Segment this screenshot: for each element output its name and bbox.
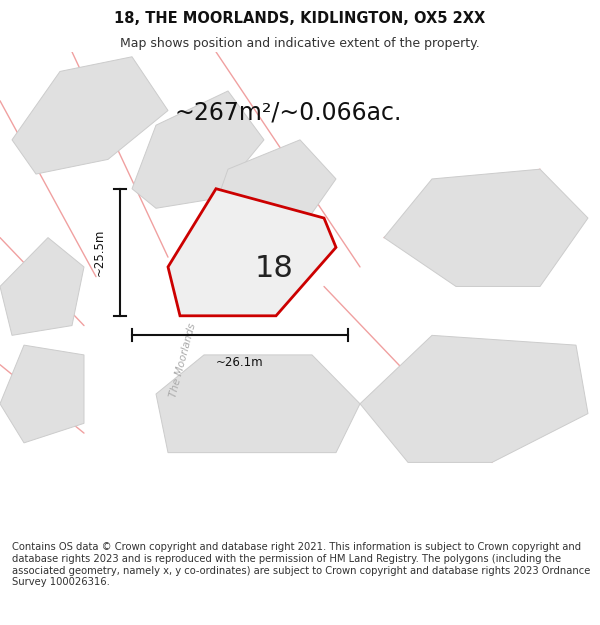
- Polygon shape: [0, 345, 84, 443]
- Polygon shape: [204, 140, 336, 248]
- Text: ~25.5m: ~25.5m: [92, 229, 106, 276]
- Polygon shape: [0, 238, 84, 336]
- Text: 18: 18: [254, 254, 293, 283]
- Polygon shape: [384, 169, 588, 286]
- Text: 18, THE MOORLANDS, KIDLINGTON, OX5 2XX: 18, THE MOORLANDS, KIDLINGTON, OX5 2XX: [115, 11, 485, 26]
- Polygon shape: [12, 57, 168, 174]
- Polygon shape: [168, 189, 336, 316]
- Polygon shape: [132, 91, 264, 208]
- Polygon shape: [156, 355, 360, 452]
- Text: ~267m²/~0.066ac.: ~267m²/~0.066ac.: [175, 101, 401, 125]
- Text: The Moorlands: The Moorlands: [168, 321, 198, 398]
- Polygon shape: [360, 336, 588, 462]
- Text: ~26.1m: ~26.1m: [216, 356, 264, 369]
- Text: Contains OS data © Crown copyright and database right 2021. This information is : Contains OS data © Crown copyright and d…: [12, 542, 590, 587]
- Text: Map shows position and indicative extent of the property.: Map shows position and indicative extent…: [120, 38, 480, 51]
